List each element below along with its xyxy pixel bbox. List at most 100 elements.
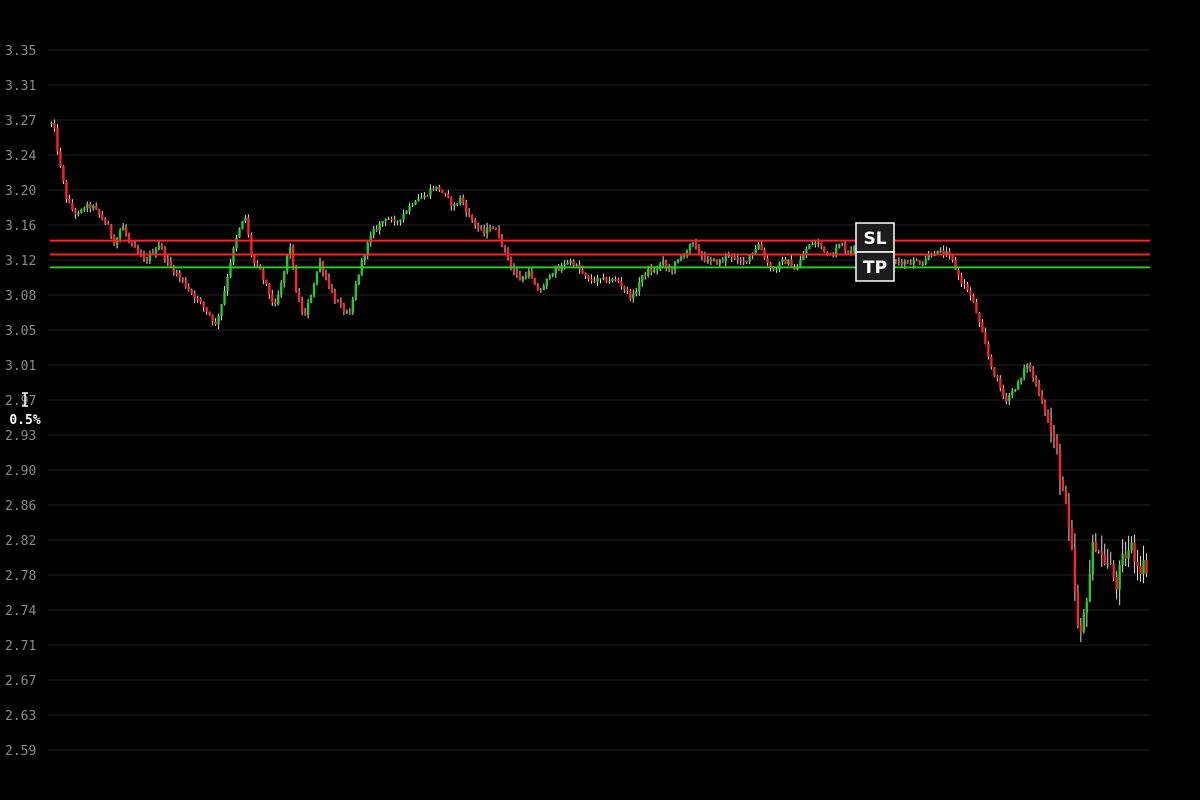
candle-body xyxy=(623,286,626,290)
candle-body xyxy=(274,302,277,305)
candle-body xyxy=(220,304,223,316)
candle-body xyxy=(473,220,477,225)
candle-body xyxy=(1046,412,1050,422)
candle-body xyxy=(596,278,599,282)
candle-body xyxy=(1121,554,1124,566)
candle-body xyxy=(1073,548,1077,592)
candle-body xyxy=(745,260,748,263)
y-tick-label: 3.16 xyxy=(5,219,36,234)
candle-body xyxy=(673,262,677,271)
candle-body xyxy=(83,208,86,210)
scale-indicator: 0.5% xyxy=(9,392,41,428)
candle-body xyxy=(423,195,426,198)
candle-body xyxy=(557,268,560,271)
candle-body xyxy=(133,243,137,248)
candle-body xyxy=(912,260,915,265)
candle-body xyxy=(342,303,346,312)
sl-tag[interactable]: SL xyxy=(855,222,895,253)
tp-tag[interactable]: TP xyxy=(855,251,895,282)
candle-body xyxy=(324,272,328,278)
y-tick-label: 3.08 xyxy=(5,289,36,304)
candle-body xyxy=(411,204,414,206)
candle-body xyxy=(309,295,313,303)
candle-body xyxy=(444,192,447,195)
candle-body xyxy=(333,291,337,302)
y-tick-label: 2.97 xyxy=(5,394,36,409)
candle-body xyxy=(86,203,89,209)
candle-body xyxy=(109,224,113,236)
y-tick-label: 2.86 xyxy=(5,499,36,514)
candle-body xyxy=(369,235,372,243)
candle-body xyxy=(387,218,390,220)
candle-body xyxy=(253,255,256,264)
candle-body xyxy=(390,218,393,220)
candle-body xyxy=(987,344,990,357)
candle-body xyxy=(566,262,569,265)
candle-body xyxy=(629,290,632,299)
candle-body xyxy=(1019,377,1023,382)
candle-body xyxy=(500,237,504,246)
candle-body xyxy=(915,260,918,262)
candle-body xyxy=(291,247,295,266)
candle-body xyxy=(1079,625,1083,632)
candle-body xyxy=(512,266,516,272)
candle-body xyxy=(548,275,551,279)
candle-body xyxy=(417,198,420,201)
candle-body xyxy=(996,375,999,379)
y-tick-label: 2.74 xyxy=(5,604,36,619)
candle-body xyxy=(1070,527,1074,549)
candle-body xyxy=(294,265,298,292)
candle-body xyxy=(575,264,578,266)
candle-body xyxy=(599,278,602,280)
candle-body xyxy=(921,263,924,266)
candle-body xyxy=(775,269,778,271)
candle-body xyxy=(199,298,202,302)
candle-body xyxy=(1067,503,1071,528)
candle-body xyxy=(981,322,984,333)
candle-body xyxy=(262,269,265,280)
candle-body xyxy=(748,255,751,262)
candle-body xyxy=(826,252,829,254)
candle-body xyxy=(1002,388,1005,396)
candle-body xyxy=(300,300,304,312)
candle-body xyxy=(1142,560,1145,575)
candle-body xyxy=(1124,554,1127,559)
y-axis-labels: 3.35 3.31 3.27 3.24 3.20 3.16 3.12 3.08 3.05 3.01… xyxy=(5,44,36,759)
candle-body xyxy=(506,248,510,259)
candle-body xyxy=(1109,563,1112,565)
candle-body xyxy=(635,291,638,295)
candle-body xyxy=(271,294,274,303)
candle-body xyxy=(966,284,969,291)
candle-body xyxy=(241,221,244,229)
candle-body xyxy=(101,214,104,220)
candle-body xyxy=(456,203,459,205)
sl-tag-box[interactable] xyxy=(855,222,895,253)
candle-body xyxy=(554,268,557,274)
candle-body xyxy=(1037,384,1041,395)
candle-body xyxy=(238,228,241,238)
candle-body xyxy=(951,255,954,260)
candle-body xyxy=(1106,563,1109,565)
candle-body xyxy=(441,189,444,193)
candle-body xyxy=(136,247,140,253)
candle-body xyxy=(790,259,793,268)
candle-body xyxy=(993,367,996,376)
y-tick-label: 2.90 xyxy=(5,464,36,479)
candle-body xyxy=(784,259,787,265)
candle-body xyxy=(1014,389,1017,391)
candle-body xyxy=(65,181,68,199)
candle-body xyxy=(408,205,411,211)
candle-body xyxy=(903,261,907,265)
candle-body xyxy=(205,307,208,312)
candle-body xyxy=(372,229,375,236)
tp-tag-box[interactable] xyxy=(855,251,895,282)
candle-body xyxy=(727,254,730,257)
candle-body xyxy=(852,247,856,251)
candle-body xyxy=(620,281,623,287)
candle-body xyxy=(1127,550,1130,559)
candle-body xyxy=(187,286,190,290)
y-tick-label: 2.67 xyxy=(5,674,36,689)
candle-body xyxy=(286,255,289,271)
candle-body xyxy=(1097,550,1100,553)
